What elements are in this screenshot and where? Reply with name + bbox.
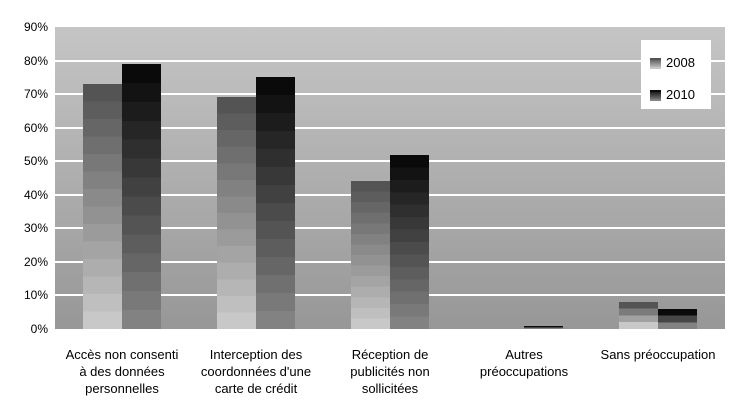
y-axis-label: 0% [30,322,48,336]
x-axis-label: Autres préoccupations [479,347,569,379]
y-axis-label: 90% [23,20,48,34]
y-axis-label: 20% [23,254,48,269]
y-axis-label: 60% [23,120,48,135]
gridline [52,93,725,96]
legend-marker-2008-icon [650,57,661,69]
legend-label-2010: 2010 [666,87,695,102]
bar-2008-cat3 [351,181,390,329]
legend-label-2008: 2008 [666,55,695,70]
plot-area [52,27,725,329]
bar-2010-cat4 [524,325,563,329]
gridline [52,126,725,129]
x-axis-label: Réception de publicités non sollicitées [350,347,430,396]
y-axis-label: 70% [23,87,48,102]
gridline [52,160,725,163]
bar-2008-cat5 [619,302,658,329]
y-axis-label: 40% [23,187,48,202]
legend-item-2010: 2010 [650,87,711,103]
gridline [52,59,725,62]
y-axis-label: 80% [23,53,48,68]
x-axis-label: Accès non consenti à des données personn… [65,347,179,396]
bar-2010-cat5 [658,308,697,329]
x-axis-label: Sans préoccupation [600,347,716,362]
bar-2010-cat2 [256,77,295,329]
y-axis-label: 30% [23,221,48,236]
bar-2010-cat1 [122,63,161,329]
legend-marker-2010-icon [650,89,661,101]
legend-item-2008: 2008 [650,55,711,71]
x-axis-label: Interception des coordonnées d'une carte… [200,347,312,396]
legend: 2008 2010 [641,40,711,109]
y-axis-label: 10% [23,288,48,303]
bar-2008-cat2 [217,97,256,329]
y-axis-label: 50% [23,154,48,169]
bar-2008-cat1 [83,84,122,329]
bar-2010-cat3 [390,154,429,329]
